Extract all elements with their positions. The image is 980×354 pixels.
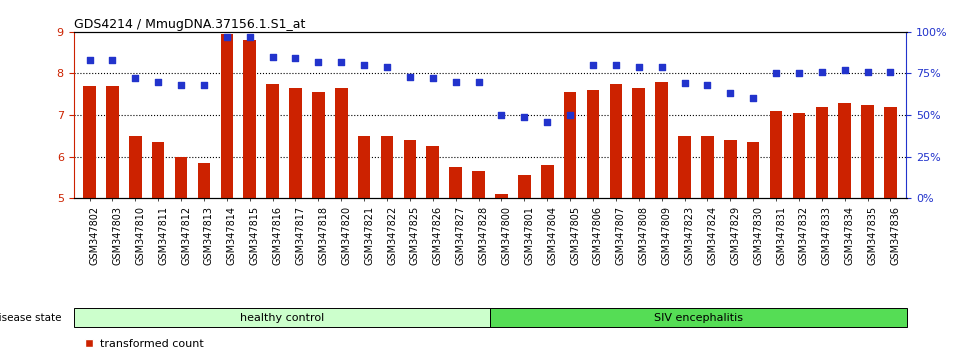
Bar: [472, 171, 485, 198]
Point: [219, 34, 234, 40]
Point: [127, 76, 143, 81]
Bar: [426, 146, 439, 198]
Text: healthy control: healthy control: [240, 313, 323, 323]
Point: [700, 82, 715, 88]
Bar: [490, 308, 906, 327]
Point: [585, 62, 601, 68]
Text: disease state: disease state: [0, 313, 62, 323]
Text: GDS4214 / MmugDNA.37156.1.S1_at: GDS4214 / MmugDNA.37156.1.S1_at: [74, 18, 305, 31]
Point: [81, 57, 97, 63]
Bar: [632, 88, 645, 198]
Bar: [747, 142, 760, 198]
Point: [470, 79, 486, 85]
Bar: [793, 113, 806, 198]
Point: [768, 71, 784, 76]
Bar: [701, 136, 713, 198]
Bar: [861, 105, 874, 198]
Bar: [335, 88, 348, 198]
Point: [333, 59, 349, 65]
Point: [357, 62, 372, 68]
Bar: [380, 136, 393, 198]
Point: [608, 62, 623, 68]
Bar: [198, 163, 211, 198]
Bar: [220, 34, 233, 198]
Point: [265, 54, 280, 59]
Point: [105, 57, 121, 63]
Bar: [541, 165, 554, 198]
Point: [150, 79, 166, 85]
Bar: [83, 86, 96, 198]
Bar: [518, 175, 530, 198]
Point: [494, 112, 510, 118]
Bar: [289, 88, 302, 198]
Bar: [358, 136, 370, 198]
Point: [288, 56, 304, 61]
Legend: transformed count, percentile rank within the sample: transformed count, percentile rank withi…: [79, 335, 292, 354]
Bar: [495, 194, 508, 198]
Bar: [129, 136, 141, 198]
Point: [676, 81, 692, 86]
Point: [402, 74, 417, 80]
Bar: [656, 82, 668, 198]
Bar: [678, 136, 691, 198]
Bar: [587, 90, 600, 198]
Bar: [174, 156, 187, 198]
Bar: [884, 107, 897, 198]
Point: [448, 79, 464, 85]
Bar: [152, 142, 165, 198]
Point: [814, 69, 830, 75]
Bar: [839, 103, 851, 198]
Bar: [243, 40, 256, 198]
Bar: [724, 140, 737, 198]
Bar: [815, 107, 828, 198]
Point: [242, 34, 258, 40]
Point: [379, 64, 395, 70]
Point: [654, 64, 669, 70]
Point: [837, 67, 853, 73]
Point: [791, 71, 807, 76]
Bar: [312, 92, 324, 198]
Bar: [267, 84, 279, 198]
Point: [539, 119, 555, 125]
Point: [196, 82, 212, 88]
Point: [311, 59, 326, 65]
Bar: [106, 86, 119, 198]
Bar: [450, 167, 462, 198]
Point: [631, 64, 647, 70]
Point: [563, 112, 578, 118]
Point: [722, 91, 738, 96]
Point: [859, 69, 875, 75]
Bar: [74, 308, 490, 327]
Point: [173, 82, 189, 88]
Point: [425, 76, 441, 81]
Bar: [610, 84, 622, 198]
Point: [516, 114, 532, 120]
Point: [883, 69, 899, 75]
Bar: [564, 92, 576, 198]
Bar: [769, 111, 782, 198]
Text: SIV encephalitis: SIV encephalitis: [654, 313, 743, 323]
Point: [746, 96, 761, 101]
Bar: [404, 140, 416, 198]
